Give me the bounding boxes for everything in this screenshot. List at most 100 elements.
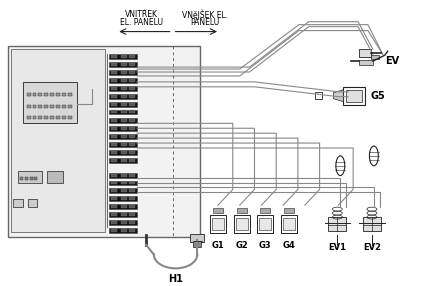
Bar — [109, 126, 137, 131]
Bar — [121, 110, 127, 114]
Bar — [121, 174, 127, 176]
Bar — [68, 116, 72, 119]
Bar — [112, 119, 117, 122]
Bar — [112, 205, 117, 208]
Bar — [112, 79, 117, 82]
Bar — [129, 174, 135, 176]
Bar — [213, 208, 223, 213]
Bar — [121, 182, 127, 184]
Bar — [112, 229, 117, 232]
Bar — [25, 176, 28, 180]
Bar — [11, 49, 105, 232]
Bar — [33, 105, 36, 108]
Bar — [359, 60, 373, 65]
Bar — [13, 199, 23, 207]
Bar — [50, 93, 54, 96]
Bar — [44, 116, 48, 119]
Bar — [50, 105, 54, 108]
Bar — [121, 79, 127, 82]
Bar — [62, 93, 66, 96]
Bar — [109, 212, 137, 217]
Bar — [371, 55, 379, 59]
Bar — [23, 82, 77, 123]
Bar — [237, 208, 247, 213]
Text: G1: G1 — [212, 241, 224, 250]
Bar — [109, 180, 137, 186]
Bar — [129, 221, 135, 224]
Bar — [193, 241, 201, 247]
Bar — [44, 105, 48, 108]
Bar — [129, 189, 135, 192]
Bar — [121, 71, 127, 74]
Bar — [315, 92, 322, 99]
Bar — [121, 205, 127, 208]
Bar — [191, 234, 204, 242]
Bar — [112, 189, 117, 192]
Bar — [260, 208, 270, 213]
Bar — [121, 229, 127, 232]
Bar — [112, 127, 117, 130]
Bar — [121, 127, 127, 130]
Bar — [50, 116, 54, 119]
Bar — [112, 95, 117, 98]
Bar — [121, 197, 127, 200]
Bar — [129, 71, 135, 74]
Bar — [109, 188, 137, 193]
Polygon shape — [333, 90, 343, 102]
Bar — [68, 93, 72, 96]
Bar — [129, 135, 135, 138]
Bar — [112, 135, 117, 138]
Bar — [129, 182, 135, 184]
Bar — [109, 78, 137, 83]
Text: VNITŘEK: VNITŘEK — [125, 10, 158, 19]
Bar — [30, 176, 33, 180]
Bar — [129, 213, 135, 216]
Bar — [109, 228, 137, 233]
Bar — [28, 199, 37, 207]
Text: EV: EV — [385, 56, 399, 66]
Bar — [210, 215, 226, 233]
Bar — [112, 182, 117, 184]
Bar — [129, 103, 135, 106]
Bar — [129, 127, 135, 130]
Bar — [109, 134, 137, 139]
Bar — [129, 95, 135, 98]
Bar — [212, 218, 224, 230]
Bar — [112, 197, 117, 200]
Bar — [26, 116, 30, 119]
Text: G4: G4 — [283, 241, 296, 250]
Bar — [284, 208, 294, 213]
Bar — [121, 87, 127, 90]
Bar — [121, 159, 127, 162]
Text: VNěJŠEK EL.: VNěJŠEK EL. — [182, 10, 228, 20]
Bar — [121, 151, 127, 154]
Bar — [56, 116, 60, 119]
Bar — [283, 218, 295, 230]
Bar — [121, 103, 127, 106]
Bar — [109, 158, 137, 163]
Bar — [129, 151, 135, 154]
Bar — [33, 93, 36, 96]
Bar — [129, 119, 135, 122]
Bar — [39, 105, 43, 108]
Bar — [112, 213, 117, 216]
Text: G3: G3 — [259, 241, 272, 250]
Text: G5: G5 — [371, 91, 386, 101]
Bar — [329, 217, 346, 231]
Bar — [346, 90, 362, 102]
Bar — [129, 205, 135, 208]
Bar — [56, 93, 60, 96]
Bar — [112, 159, 117, 162]
Bar — [33, 116, 36, 119]
Text: PANELU: PANELU — [191, 18, 220, 27]
Ellipse shape — [336, 156, 345, 176]
Bar — [129, 159, 135, 162]
Bar — [109, 173, 137, 178]
Bar — [44, 93, 48, 96]
Bar — [109, 54, 137, 59]
Bar — [129, 87, 135, 90]
Bar — [109, 142, 137, 147]
Bar — [121, 213, 127, 216]
Bar — [26, 105, 30, 108]
Bar — [20, 176, 23, 180]
